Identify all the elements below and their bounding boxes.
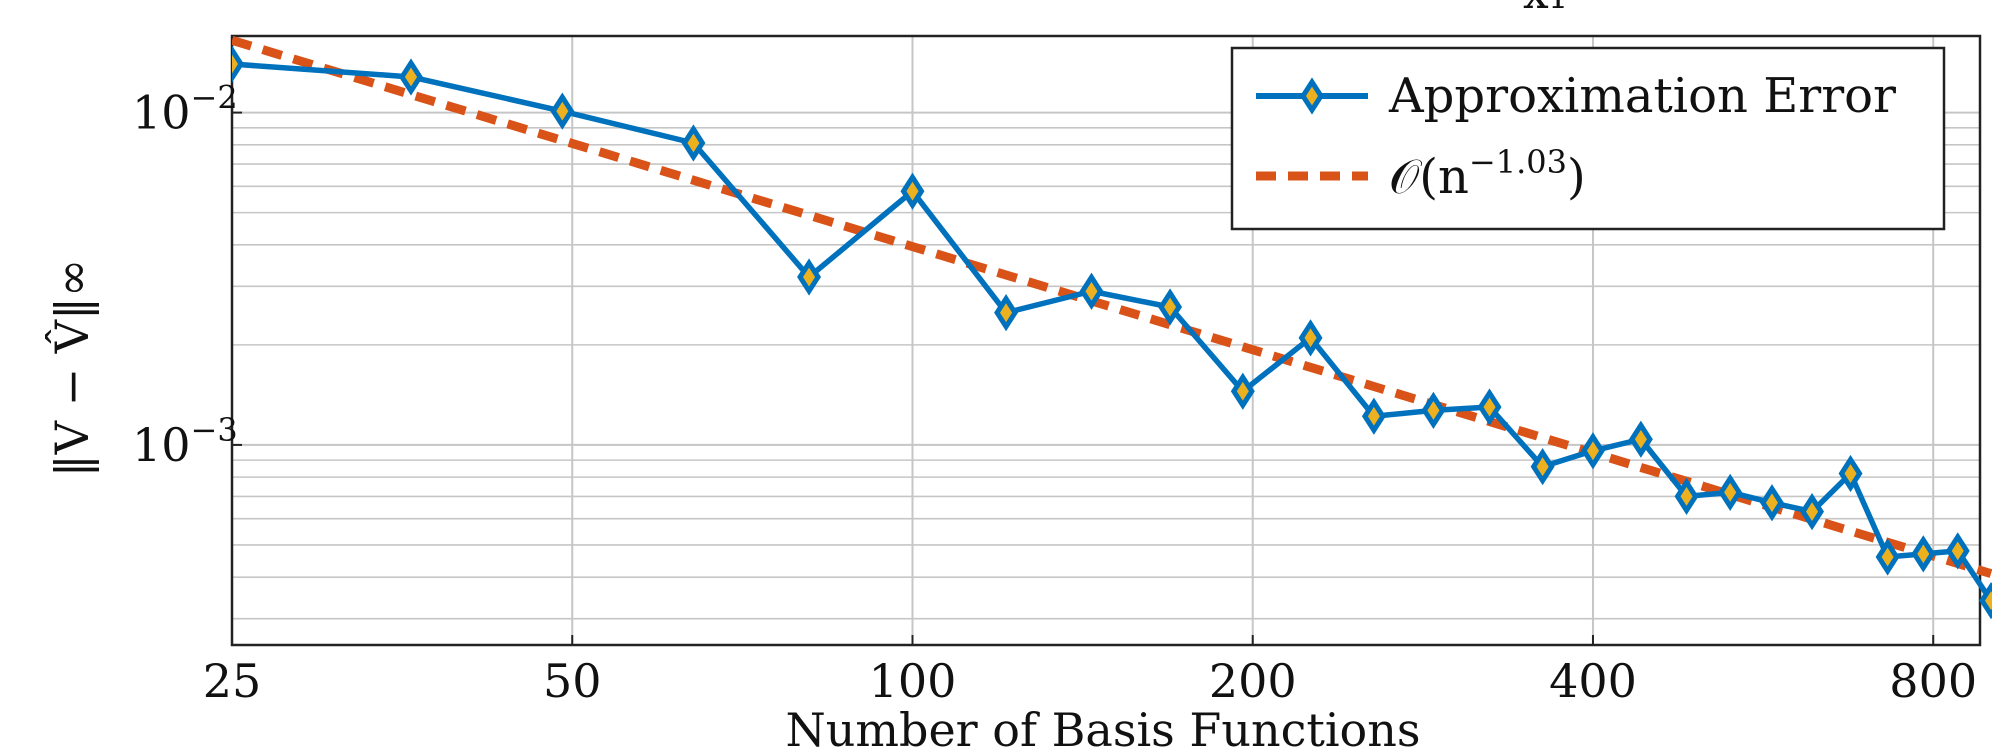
data-point-approximation-error [1581, 432, 1605, 470]
data-point-approximation-error [550, 92, 575, 130]
data-point-approximation-error [681, 124, 706, 162]
data-point-approximation-error [797, 258, 822, 296]
data-point-approximation-error [1875, 538, 1900, 576]
x-axis-title: Number of Basis Functions [786, 703, 1421, 751]
legend-label-order-fit: 𝒪(n−1.03) [1389, 143, 1586, 205]
data-point-approximation-error [232, 45, 244, 83]
legend-label-order-prefix: 𝒪(n [1389, 149, 1469, 205]
data-point-approximation-error [399, 58, 423, 96]
x-tick-label: 100 [869, 654, 957, 708]
data-point-approximation-error [1945, 532, 1970, 570]
x-tick-label: 200 [1209, 654, 1297, 708]
data-point-approximation-error [1361, 397, 1386, 435]
y-tick-label: 10−3 [132, 411, 238, 472]
data-point-approximation-error [1979, 581, 1992, 620]
y-axis-title: ‖V − V̂‖∞ [45, 259, 99, 478]
legend-label-approximation-error: Approximation Error [1388, 68, 1896, 124]
legend-label-order-suffix: ) [1567, 149, 1586, 205]
data-point-approximation-error [1718, 473, 1743, 511]
legend-entry-approximation-error: Approximation Error [1256, 68, 1896, 124]
x-tick-label: 400 [1549, 654, 1637, 708]
data-point-approximation-error [1421, 391, 1446, 430]
series-line-order-fit [232, 36, 1992, 578]
legend: Approximation Error 𝒪(n−1.03) [1230, 46, 1946, 231]
legend-marker-diamond [1300, 77, 1324, 115]
data-point-approximation-error [1298, 319, 1323, 357]
y-axis-ticks: 10−3 10−2 [132, 79, 242, 472]
data-point-approximation-error [1838, 454, 1863, 493]
legend-label-order-exponent: −1.03 [1469, 143, 1567, 181]
data-point-approximation-error [1230, 372, 1255, 410]
data-point-approximation-error [1674, 477, 1699, 516]
data-point-approximation-error [1079, 272, 1104, 310]
data-point-approximation-error [1911, 535, 1936, 573]
x-tick-label: 800 [1889, 654, 1977, 708]
x-tick-label: 25 [203, 654, 262, 708]
legend-box [1230, 46, 1946, 231]
data-point-approximation-error [1628, 420, 1653, 458]
data-point-approximation-error [1530, 448, 1555, 486]
data-point-approximation-error [994, 294, 1019, 332]
series-group [232, 36, 1992, 620]
y-tick-label: 10−2 [132, 79, 238, 140]
data-point-approximation-error [1759, 484, 1784, 522]
legend-entry-order-fit: 𝒪(n−1.03) [1256, 143, 1586, 205]
top-partial-label: x₁ [1523, 0, 1567, 19]
x-axis-ticks: 25 50 100 200 400 800 [203, 635, 1977, 708]
x-tick-label: 50 [543, 654, 602, 708]
plot-area-frame [230, 34, 1982, 647]
data-point-approximation-error [1800, 492, 1825, 531]
data-point-approximation-error [1477, 388, 1502, 426]
data-point-approximation-error [900, 172, 925, 210]
data-point-approximation-error [1158, 288, 1183, 326]
